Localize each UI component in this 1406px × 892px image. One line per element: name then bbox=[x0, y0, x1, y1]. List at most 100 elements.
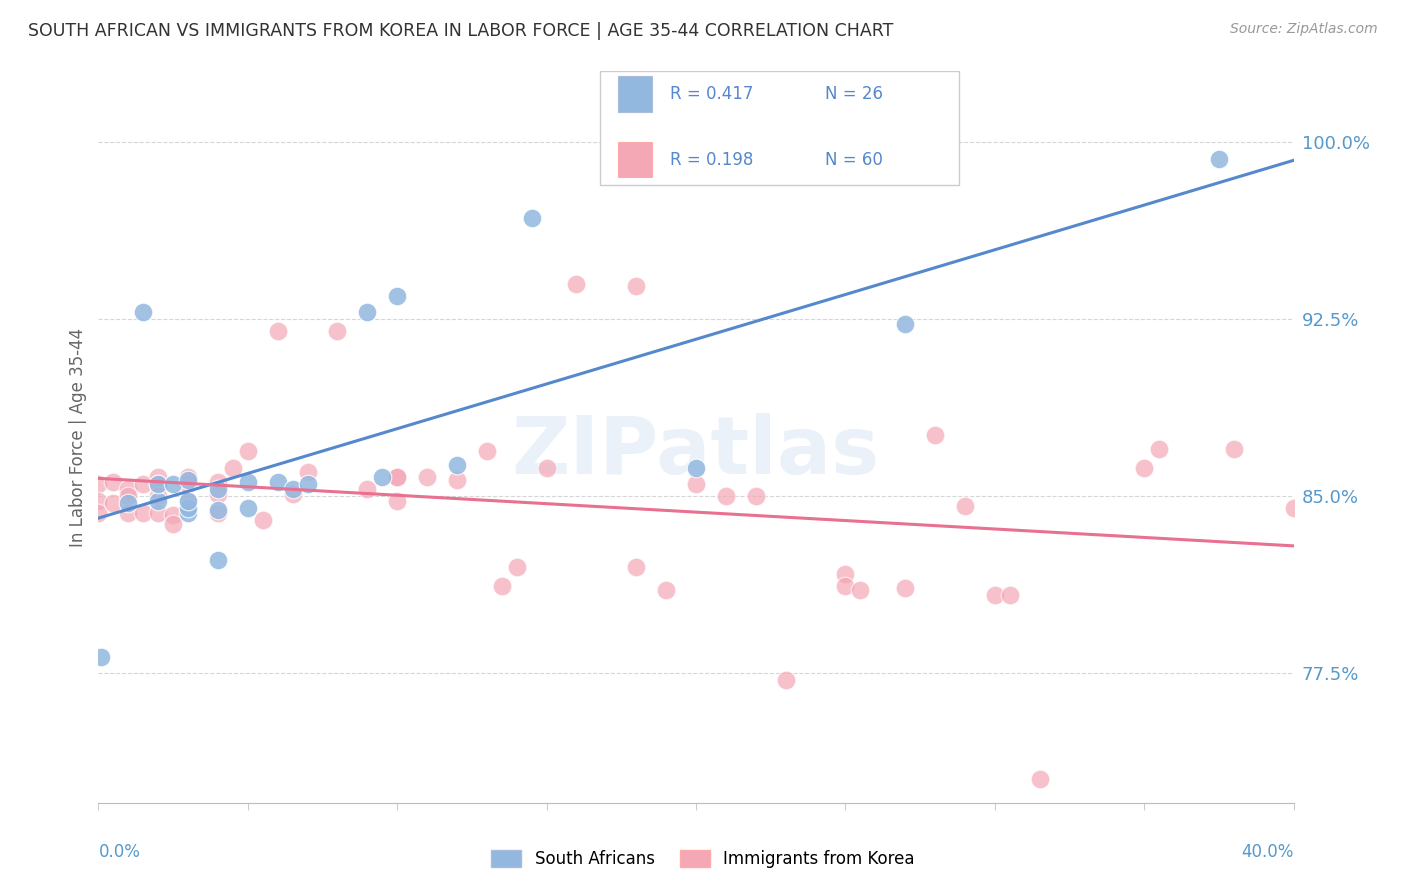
Point bbox=[624, 279, 647, 293]
Text: N = 26: N = 26 bbox=[825, 85, 883, 103]
Text: N = 60: N = 60 bbox=[825, 151, 883, 169]
Text: R = 0.198: R = 0.198 bbox=[669, 151, 754, 169]
Point bbox=[117, 496, 139, 510]
FancyBboxPatch shape bbox=[619, 77, 652, 112]
Text: R = 0.417: R = 0.417 bbox=[669, 85, 754, 103]
Point bbox=[148, 477, 170, 491]
Point bbox=[1223, 442, 1246, 456]
Point bbox=[1282, 500, 1305, 515]
Point bbox=[103, 496, 125, 510]
Point bbox=[252, 513, 274, 527]
FancyBboxPatch shape bbox=[600, 71, 959, 185]
Point bbox=[281, 486, 304, 500]
Point bbox=[685, 477, 707, 491]
Point bbox=[177, 500, 200, 515]
Point bbox=[297, 477, 319, 491]
Point bbox=[385, 470, 409, 484]
Point bbox=[103, 475, 125, 489]
Point bbox=[90, 649, 112, 664]
Point bbox=[356, 482, 378, 496]
Point bbox=[998, 588, 1021, 602]
Legend: South Africans, Immigrants from Korea: South Africans, Immigrants from Korea bbox=[485, 843, 921, 875]
Point bbox=[565, 277, 588, 291]
Text: SOUTH AFRICAN VS IMMIGRANTS FROM KOREA IN LABOR FORCE | AGE 35-44 CORRELATION CH: SOUTH AFRICAN VS IMMIGRANTS FROM KOREA I… bbox=[28, 22, 893, 40]
Point bbox=[207, 486, 229, 500]
Point bbox=[236, 500, 259, 515]
Point bbox=[894, 581, 917, 595]
Point bbox=[385, 470, 409, 484]
Point bbox=[446, 458, 468, 473]
Point bbox=[117, 482, 139, 496]
Point bbox=[162, 477, 184, 491]
Point bbox=[1147, 442, 1170, 456]
Point bbox=[236, 444, 259, 458]
Text: Source: ZipAtlas.com: Source: ZipAtlas.com bbox=[1230, 22, 1378, 37]
Point bbox=[297, 466, 319, 480]
Point bbox=[207, 553, 229, 567]
Point bbox=[207, 482, 229, 496]
Point bbox=[148, 506, 170, 520]
Point bbox=[177, 506, 200, 520]
Point bbox=[1133, 460, 1156, 475]
Point bbox=[371, 470, 394, 484]
Point bbox=[983, 588, 1005, 602]
Point bbox=[714, 489, 737, 503]
Point bbox=[117, 506, 139, 520]
Point bbox=[177, 470, 200, 484]
Point bbox=[177, 493, 200, 508]
Text: 0.0%: 0.0% bbox=[98, 843, 141, 861]
Point bbox=[1208, 152, 1230, 166]
Point bbox=[162, 508, 184, 522]
Point bbox=[446, 473, 468, 487]
Text: 40.0%: 40.0% bbox=[1241, 843, 1294, 861]
Point bbox=[132, 477, 155, 491]
Point bbox=[536, 460, 558, 475]
Point bbox=[87, 493, 110, 508]
Point bbox=[924, 427, 946, 442]
Point bbox=[849, 583, 872, 598]
Text: ZIPatlas: ZIPatlas bbox=[512, 413, 880, 491]
Point bbox=[326, 324, 349, 338]
Point bbox=[148, 493, 170, 508]
Point bbox=[207, 503, 229, 517]
Point bbox=[953, 499, 976, 513]
Point bbox=[520, 211, 543, 225]
Point bbox=[834, 579, 856, 593]
Point bbox=[148, 470, 170, 484]
Point bbox=[148, 489, 170, 503]
Point bbox=[177, 473, 200, 487]
Point bbox=[491, 579, 513, 593]
Point bbox=[117, 489, 139, 503]
Point bbox=[281, 482, 304, 496]
Point bbox=[267, 324, 290, 338]
Point bbox=[207, 475, 229, 489]
Point bbox=[207, 506, 229, 520]
Point bbox=[385, 288, 409, 302]
Point bbox=[177, 493, 200, 508]
Point bbox=[222, 460, 245, 475]
Point bbox=[132, 506, 155, 520]
Point bbox=[162, 517, 184, 532]
Point bbox=[356, 305, 378, 319]
Point bbox=[475, 444, 498, 458]
Point bbox=[1028, 772, 1050, 787]
Point bbox=[267, 475, 290, 489]
Point bbox=[894, 317, 917, 331]
Point bbox=[834, 566, 856, 581]
Point bbox=[385, 493, 409, 508]
Point bbox=[745, 489, 768, 503]
Point bbox=[148, 477, 170, 491]
Point bbox=[87, 506, 110, 520]
Point bbox=[416, 470, 439, 484]
Point bbox=[775, 673, 797, 687]
Point bbox=[624, 559, 647, 574]
Y-axis label: In Labor Force | Age 35-44: In Labor Force | Age 35-44 bbox=[69, 327, 87, 547]
Point bbox=[87, 477, 110, 491]
Point bbox=[177, 477, 200, 491]
Point bbox=[236, 475, 259, 489]
Point bbox=[655, 583, 678, 598]
Point bbox=[685, 460, 707, 475]
Point bbox=[506, 559, 529, 574]
Point bbox=[132, 305, 155, 319]
FancyBboxPatch shape bbox=[619, 143, 652, 178]
